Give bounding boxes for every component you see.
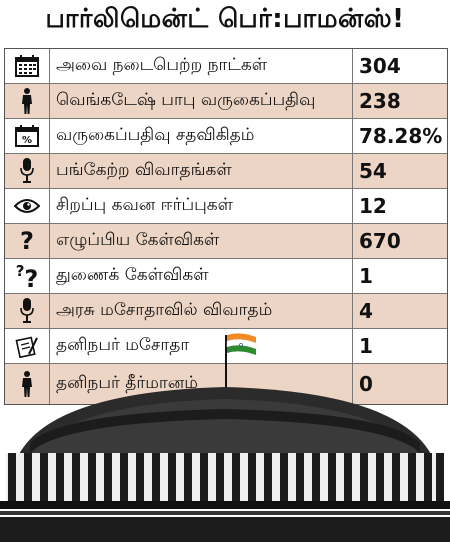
row-label: வருகைப்பதிவு சதவிகிதம்	[50, 119, 353, 153]
person-icon	[5, 364, 50, 404]
calendar-icon	[5, 49, 50, 83]
row-value: 1	[359, 334, 373, 358]
table-row: பங்கேற்ற விவாதங்கள் 54	[5, 154, 447, 189]
row-label: துணைக் கேள்விகள்	[50, 259, 353, 293]
percent-calendar-icon: %	[5, 119, 50, 153]
row-label: அரசு மசோதாவில் விவாதம்	[50, 294, 353, 328]
question-icon: ?	[5, 224, 50, 258]
stats-table: அவை நடைபெற்ற நாட்கள் 304 வெங்கடேஷ் பாபு …	[4, 48, 448, 405]
row-label: வெங்கடேஷ் பாபு வருகைப்பதிவு	[50, 84, 353, 118]
row-value: 0	[359, 372, 373, 396]
row-label: அவை நடைபெற்ற நாட்கள்	[50, 49, 353, 83]
row-value: 238	[359, 89, 401, 113]
parliament-building-illustration	[0, 333, 450, 542]
page-title: பார்லிமென்ட் பெர்:பாமன்ஸ்!	[45, 4, 405, 34]
table-row: சிறப்பு கவன ஈர்ப்புகள் 12	[5, 189, 447, 224]
row-label: பங்கேற்ற விவாதங்கள்	[50, 154, 353, 188]
row-value: 304	[359, 54, 401, 78]
table-row: அவை நடைபெற்ற நாட்கள் 304	[5, 49, 447, 84]
row-label: தனிநபர் தீர்மானம்	[50, 364, 353, 404]
person-icon	[5, 84, 50, 118]
table-row: ? எழுப்பிய கேள்விகள் 670	[5, 224, 447, 259]
double-question-icon: ??	[5, 259, 50, 293]
table-row: % வருகைப்பதிவு சதவிகிதம் 78.28%	[5, 119, 447, 154]
eye-icon	[5, 189, 50, 223]
document-pen-icon	[5, 329, 50, 363]
indian-flag-icon	[225, 333, 257, 393]
row-value: 1	[359, 264, 373, 288]
svg-text:%: %	[22, 135, 32, 146]
table-row: ?? துணைக் கேள்விகள் 1	[5, 259, 447, 294]
microphone-icon	[5, 154, 50, 188]
microphone-icon	[5, 294, 50, 328]
row-value: 54	[359, 159, 387, 183]
row-value: 78.28%	[359, 124, 443, 148]
row-value: 12	[359, 194, 387, 218]
table-row: வெங்கடேஷ் பாபு வருகைப்பதிவு 238	[5, 84, 447, 119]
table-row: அரசு மசோதாவில் விவாதம் 4	[5, 294, 447, 329]
row-value: 4	[359, 299, 373, 323]
row-value: 670	[359, 229, 401, 253]
row-label: சிறப்பு கவன ஈர்ப்புகள்	[50, 189, 353, 223]
row-label: எழுப்பிய கேள்விகள்	[50, 224, 353, 258]
row-label: தனிநபர் மசோதா	[50, 329, 353, 363]
